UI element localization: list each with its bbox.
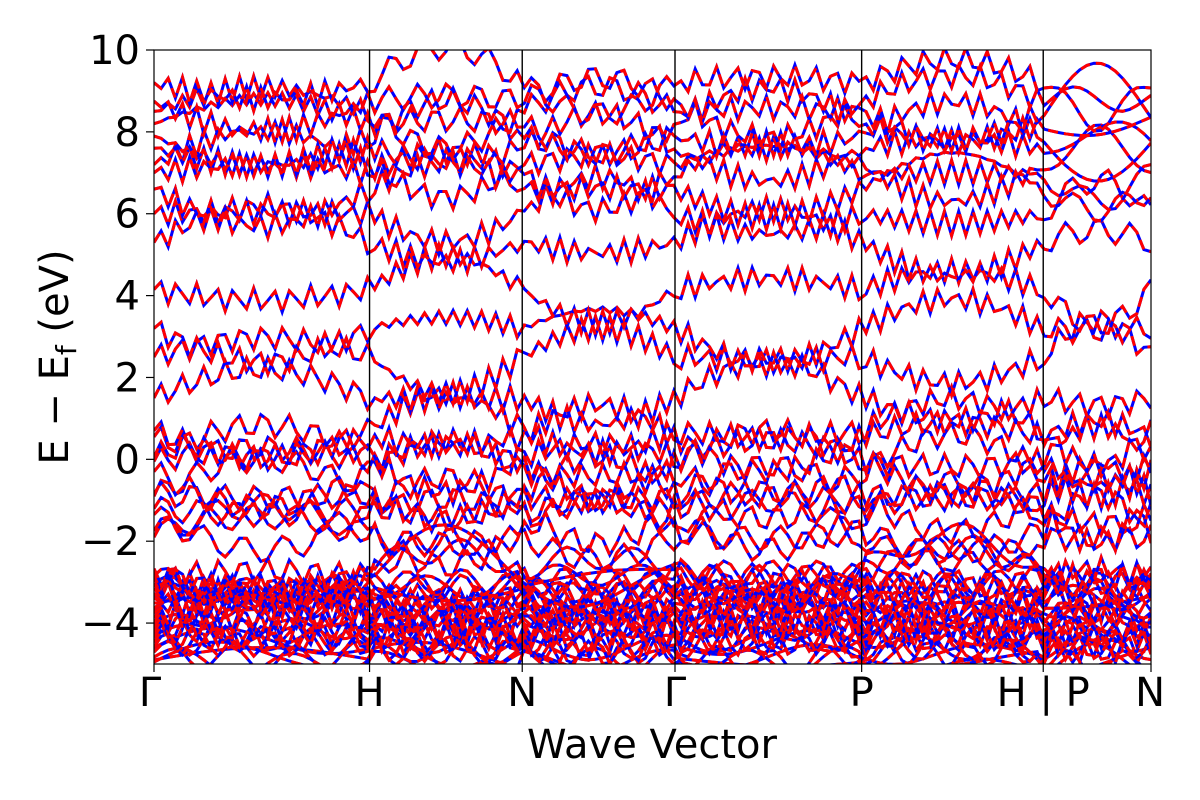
x-axis-title: Wave Vector bbox=[527, 722, 778, 768]
y-axis-title-main: E − E bbox=[32, 355, 78, 465]
band-line-red bbox=[154, 239, 1151, 341]
band-line-red bbox=[154, 409, 1151, 509]
band-line-blue bbox=[154, 442, 1151, 530]
y-tick-label: 0 bbox=[115, 437, 140, 483]
y-tick-label: −2 bbox=[81, 519, 140, 565]
band-line-red bbox=[154, 488, 1151, 576]
band-line-red bbox=[154, 50, 1151, 133]
y-tick-label: 6 bbox=[115, 192, 140, 238]
y-tick-label: 4 bbox=[115, 274, 140, 320]
x-tick-label: H bbox=[355, 670, 385, 716]
band-line-red bbox=[154, 345, 1151, 437]
y-axis-ticks: −4 −2 0 2 4 6 8 10 bbox=[81, 28, 154, 647]
band-line-red bbox=[154, 465, 1151, 559]
band-line-red bbox=[154, 113, 1151, 214]
band-line-red bbox=[154, 419, 1151, 521]
band-line-red bbox=[154, 377, 1151, 481]
x-tick-label: Γ bbox=[139, 670, 162, 716]
x-tick-label: P bbox=[850, 670, 874, 716]
band-line-red bbox=[154, 446, 1151, 546]
y-tick-label: −4 bbox=[81, 601, 140, 647]
band-line-red bbox=[154, 61, 1151, 154]
x-tick-label: Γ bbox=[664, 670, 687, 716]
band-line-red bbox=[154, 522, 1151, 620]
band-line-red bbox=[154, 590, 1151, 642]
y-tick-label: 10 bbox=[89, 28, 140, 74]
x-tick-label: H | P bbox=[997, 670, 1090, 716]
high-symmetry-lines bbox=[368, 50, 1044, 664]
band-line-red bbox=[154, 84, 1151, 183]
band-line-red bbox=[154, 284, 1151, 382]
band-line-red bbox=[154, 566, 1151, 611]
band-line-red bbox=[154, 73, 1151, 167]
band-line-red bbox=[154, 98, 1151, 194]
band-line-red bbox=[154, 619, 1151, 664]
band-line-red bbox=[154, 483, 1151, 577]
band-line-red bbox=[154, 552, 1151, 603]
band-line-red bbox=[154, 147, 1151, 243]
band-line-red bbox=[154, 61, 1151, 163]
band-line-red bbox=[154, 160, 1151, 260]
band-lines bbox=[154, 50, 1151, 664]
y-axis-title-subscript: f bbox=[50, 344, 83, 355]
y-axis-title-unit: (eV) bbox=[32, 249, 78, 345]
x-tick-label: N bbox=[1135, 670, 1165, 716]
y-tick-label: 2 bbox=[115, 355, 140, 401]
band-line-red bbox=[154, 390, 1151, 487]
y-axis-title: E − Ef (eV) bbox=[32, 249, 83, 464]
x-axis-ticks: Γ H N Γ P H | P N bbox=[139, 664, 1165, 716]
x-tick-label: N bbox=[507, 670, 537, 716]
band-line-red bbox=[154, 640, 1132, 664]
band-line-blue bbox=[154, 624, 1151, 664]
plot-frame bbox=[153, 49, 1152, 665]
y-tick-label: 8 bbox=[115, 110, 140, 156]
band-line-red bbox=[154, 416, 1151, 514]
